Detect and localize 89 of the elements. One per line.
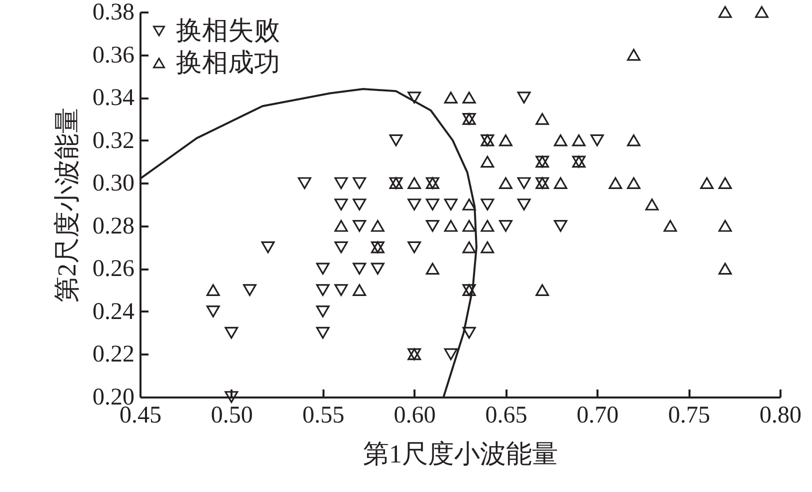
point xyxy=(426,262,440,275)
x-tick-label: 0.65 xyxy=(485,402,528,428)
point xyxy=(536,113,549,125)
point xyxy=(352,177,366,190)
point xyxy=(426,198,440,210)
x-tick-label: 0.70 xyxy=(576,402,619,428)
y-tick-label: 0.34 xyxy=(92,85,134,112)
point xyxy=(462,241,476,254)
legend-label: 换相失败 xyxy=(176,16,280,45)
point xyxy=(664,220,677,232)
point xyxy=(206,306,220,318)
point xyxy=(371,220,384,232)
point xyxy=(462,326,476,339)
point xyxy=(224,326,238,339)
point xyxy=(224,391,238,403)
point xyxy=(316,306,330,318)
point xyxy=(444,220,458,232)
point xyxy=(718,262,732,275)
point xyxy=(718,220,732,232)
point xyxy=(243,284,256,296)
point xyxy=(426,220,440,232)
y-tick-label: 0.24 xyxy=(92,298,134,325)
point xyxy=(371,262,384,275)
point xyxy=(536,284,549,296)
point xyxy=(261,241,275,254)
point xyxy=(444,348,458,360)
point xyxy=(572,134,586,146)
y-tick-label: 0.32 xyxy=(92,128,134,154)
point xyxy=(627,134,640,146)
point xyxy=(718,177,732,190)
y-tick-label: 0.22 xyxy=(92,342,134,368)
point xyxy=(334,177,348,190)
point xyxy=(590,134,604,146)
point xyxy=(352,220,366,232)
point xyxy=(298,177,312,190)
legend-label: 换相成功 xyxy=(176,48,280,77)
point xyxy=(352,284,366,296)
point xyxy=(499,177,512,190)
point xyxy=(352,198,366,210)
x-tick-label: 0.50 xyxy=(210,402,253,428)
point xyxy=(334,241,348,254)
y-tick-label: 0.26 xyxy=(92,256,134,282)
x-tick-label: 0.75 xyxy=(668,402,710,428)
point xyxy=(480,220,494,232)
point xyxy=(462,92,476,104)
y-tick-label: 0.30 xyxy=(92,170,134,197)
point xyxy=(645,198,659,210)
point xyxy=(334,198,348,210)
point xyxy=(408,92,421,104)
point xyxy=(499,220,512,232)
point xyxy=(462,198,476,210)
point xyxy=(334,220,348,232)
point xyxy=(334,284,348,296)
y-tick-label: 0.28 xyxy=(92,213,134,240)
point xyxy=(517,177,531,190)
x-axis-title: 第1尺度小波能量 xyxy=(363,440,558,468)
x-tick-label: 0.55 xyxy=(302,402,344,428)
point xyxy=(718,6,732,18)
point xyxy=(444,198,458,210)
x-tick-label: 0.60 xyxy=(394,402,436,428)
point xyxy=(554,220,568,232)
point xyxy=(462,220,476,232)
point xyxy=(408,198,421,210)
point xyxy=(517,198,531,210)
point xyxy=(499,134,512,146)
point xyxy=(389,134,403,146)
point xyxy=(316,262,330,275)
y-tick-label: 0.36 xyxy=(92,42,134,68)
point xyxy=(480,198,494,210)
point xyxy=(627,177,640,190)
y-tick-label: 0.38 xyxy=(92,0,134,26)
point xyxy=(700,177,714,190)
point xyxy=(554,177,568,190)
point xyxy=(554,134,568,146)
y-axis-title: 第2尺度小波能量 xyxy=(52,108,82,302)
point xyxy=(316,326,330,339)
point xyxy=(627,48,640,61)
point xyxy=(408,241,421,254)
point xyxy=(444,92,458,104)
point xyxy=(608,177,622,190)
point xyxy=(480,241,494,254)
point xyxy=(206,284,220,296)
point xyxy=(480,156,494,168)
point xyxy=(352,262,366,275)
point xyxy=(408,177,421,190)
point xyxy=(517,92,531,104)
point xyxy=(316,284,330,296)
point xyxy=(755,6,768,18)
x-tick-label: 0.80 xyxy=(760,402,802,428)
